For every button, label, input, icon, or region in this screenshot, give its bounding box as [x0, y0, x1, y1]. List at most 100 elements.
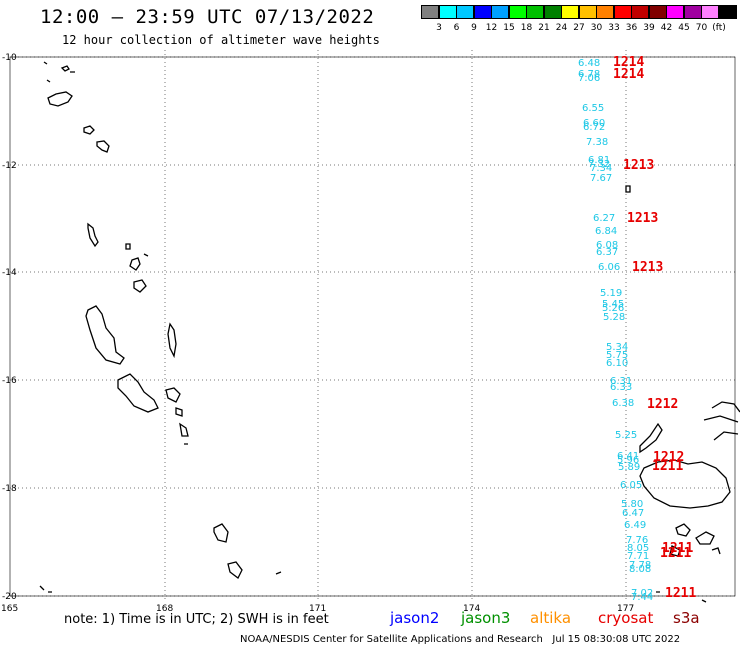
wave-height-label: 6.78 [578, 69, 600, 80]
wave-height-label: 5.80 [621, 499, 643, 510]
map-title: 12:00 – 23:59 UTC 07/13/2022 [40, 6, 375, 28]
lat-tick-label: -12 [2, 161, 17, 171]
timestamp: Jul 15 08:30:08 UTC 2022 [552, 634, 681, 645]
wave-height-label: 7.32 [588, 159, 610, 170]
satellite-jason3: jason3 [461, 609, 511, 627]
legend-label: 27 [573, 23, 585, 33]
time-labels: 1214121412131213121312121212121112111211… [613, 55, 696, 601]
island-outline [133, 279, 147, 293]
lat-tick-label: -18 [2, 484, 17, 494]
satellite-s3a: s3a [673, 609, 700, 627]
wave-height-label: 7.78 [629, 560, 651, 571]
wave-height-label: 8.08 [629, 564, 651, 575]
credit-text: NOAA/NESDIS Center for Satellite Applica… [240, 634, 543, 645]
legend-label: 33 [608, 23, 620, 33]
legend-label: 12 [485, 23, 498, 33]
wave-height-label: 6.08 [596, 240, 618, 251]
satellite-altika: altika [530, 609, 572, 627]
wave-height-label: 6.84 [595, 226, 617, 237]
island-outline [639, 459, 731, 509]
lon-tick-label: 177 [617, 604, 634, 614]
wave-height-label: 6.31 [610, 376, 632, 387]
lat-tick-label: -10 [2, 53, 17, 63]
wave-height-label: 7.76 [626, 535, 648, 546]
legend-label: 6 [453, 23, 460, 33]
wave-height-label: 6.05 [620, 480, 642, 491]
legend-label: 70 [695, 23, 708, 33]
legend-label: 3 [436, 23, 442, 33]
wave-height-label: 6.47 [622, 508, 644, 519]
utc-time-label: 1212 [653, 450, 684, 465]
wave-height-label: 5.75 [606, 350, 628, 361]
legend-swatch [718, 5, 737, 19]
island-outline [96, 140, 110, 153]
island-outline [117, 373, 159, 413]
credit-line: NOAA/NESDIS Center for Satellite Applica… [240, 634, 680, 645]
wave-height-label: 6.81 [588, 155, 610, 166]
wave-height-label: 6.06 [598, 262, 620, 273]
wave-height-label: 7.71 [627, 551, 649, 562]
wave-height-label: 6.33 [610, 382, 632, 393]
island-outline [87, 222, 99, 248]
wave-height-label: 5.45 [602, 299, 624, 310]
island-outline [639, 422, 663, 454]
legend-label: 15 [503, 23, 515, 33]
wave-height-label: 5.34 [606, 342, 628, 353]
lon-tick-label: 171 [309, 604, 326, 614]
wave-height-label: 6.37 [596, 247, 618, 258]
lon-tick-label: 165 [1, 604, 18, 614]
island-outline [213, 523, 229, 543]
island-outline [167, 322, 177, 359]
wave-height-label: 6.55 [582, 103, 604, 114]
utc-time-label: 1211 [665, 586, 696, 601]
utc-time-label: 1214 [613, 67, 644, 82]
island-outline [43, 61, 75, 83]
lat-tick-label: -20 [2, 592, 17, 602]
wave-height-label: 6.60 [583, 118, 605, 129]
legend-label: 45 [678, 23, 690, 33]
wave-height-label: 6.27 [593, 213, 615, 224]
lat-tick-label: -16 [2, 376, 17, 386]
island-outline [179, 422, 189, 445]
island-outline [165, 387, 183, 417]
map-frame [9, 56, 736, 597]
lon-tick-label: 168 [156, 604, 173, 614]
utc-time-label: 1211 [652, 459, 683, 474]
wave-height-label: 7.02 [631, 588, 653, 599]
island-outline [625, 185, 631, 193]
coastlines [39, 61, 740, 603]
wave-height-label: 5.25 [615, 430, 637, 441]
wave-height-label: 6.48 [578, 58, 600, 69]
map-subtitle: 12 hour collection of altimeter wave hei… [62, 33, 380, 47]
lat-tick-label: -14 [2, 268, 17, 278]
utc-time-label: 1211 [660, 546, 691, 561]
utc-time-label: 1213 [632, 260, 663, 275]
island-outline [47, 91, 73, 107]
wave-height-label: 5.28 [603, 312, 625, 323]
island-outline [675, 523, 715, 545]
lon-tick-label: 174 [463, 604, 480, 614]
legend-label: 42 [660, 23, 673, 33]
wave-height-label: 7.38 [586, 137, 608, 148]
wave-height-label: 7.67 [590, 173, 612, 184]
wave-height-label: 5.26 [602, 303, 624, 314]
legend-label: 36 [625, 23, 638, 33]
wave-height-label: 6.38 [612, 398, 634, 409]
wave-height-label: 5.96 [617, 455, 639, 466]
lat-lon-grid: -10 -12 -14 -16 -18 -20 165 168 171 174 177 [1, 50, 736, 614]
wave-height-label: 7.34 [590, 163, 612, 174]
island-outline [85, 305, 125, 365]
island-outline [703, 401, 740, 441]
wave-height-label: 8.05 [627, 543, 649, 554]
wave-height-label: 5.89 [618, 462, 640, 473]
satellite-cryosat: cryosat [598, 609, 654, 627]
utc-time-label: 1214 [613, 55, 644, 70]
utc-time-label: 1213 [623, 158, 654, 173]
wave-height-label: 7.06 [578, 73, 600, 84]
legend-label: 39 [643, 23, 655, 33]
wave-height-label: 6.10 [606, 358, 628, 369]
wave-height-label: 7.44 [631, 592, 653, 603]
wave-height-label: 6.41 [617, 451, 639, 462]
island-outline [125, 243, 149, 271]
